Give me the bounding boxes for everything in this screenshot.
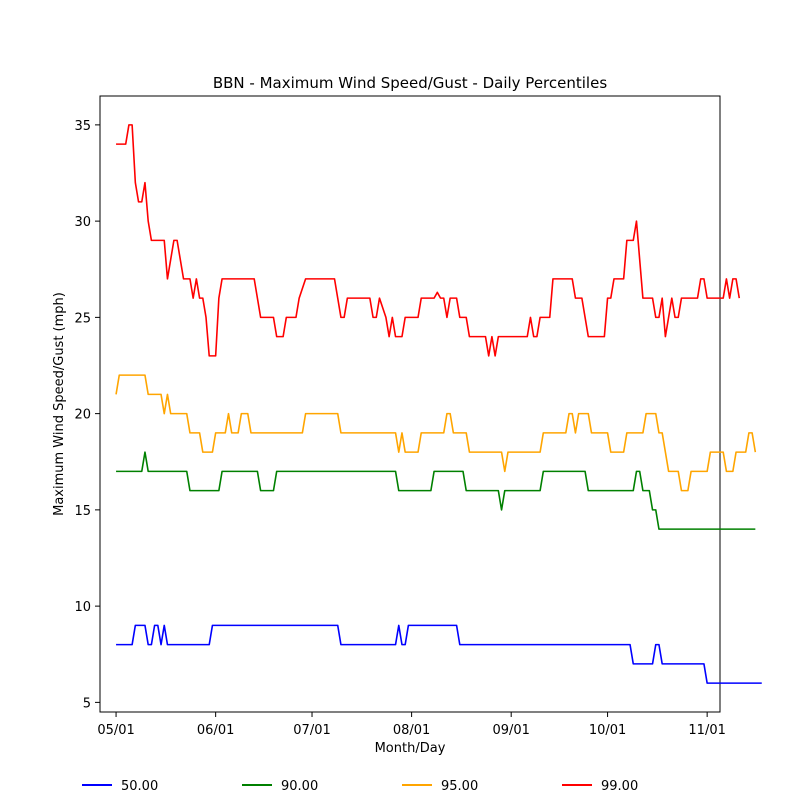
x-axis-label: Month/Day xyxy=(375,741,446,756)
legend: 50.00 90.00 95.00 99.00 xyxy=(82,779,638,794)
y-tick-label: 15 xyxy=(74,504,91,519)
y-tick-label: 35 xyxy=(74,119,91,134)
x-tick-label: 08/01 xyxy=(393,723,430,738)
plot-frame xyxy=(99,95,721,713)
x-tick-label: 06/01 xyxy=(197,723,234,738)
y-tick-label: 30 xyxy=(74,215,91,230)
series-line-50-00 xyxy=(116,624,762,684)
y-tick-label: 5 xyxy=(83,696,91,711)
x-tick-label: 05/01 xyxy=(97,723,134,738)
y-tick-label: 10 xyxy=(74,600,91,615)
y-tick-label: 25 xyxy=(74,311,91,326)
legend-label: 50.00 xyxy=(121,779,158,794)
y-axis-label: Maximum Wind Speed/Gust (mph) xyxy=(52,292,67,516)
legend-label: 95.00 xyxy=(441,779,478,794)
x-tick-label: 10/01 xyxy=(589,723,626,738)
plot-area: 5 10 15 20 25 30 35 05/01 06/01 07/01 08/01 09/01 10… xyxy=(74,95,762,738)
x-tick-label: 11/01 xyxy=(688,723,725,738)
series-line-99-00 xyxy=(116,124,741,357)
legend-label: 99.00 xyxy=(601,779,638,794)
series-line-95-00 xyxy=(115,374,757,492)
chart-title: BBN - Maximum Wind Speed/Gust - Daily Pe… xyxy=(213,74,607,92)
x-tick-label: 09/01 xyxy=(492,723,529,738)
series-line-90-00 xyxy=(116,451,756,530)
legend-label: 90.00 xyxy=(281,779,318,794)
y-tick-label: 20 xyxy=(74,408,91,423)
x-tick-label: 07/01 xyxy=(293,723,330,738)
